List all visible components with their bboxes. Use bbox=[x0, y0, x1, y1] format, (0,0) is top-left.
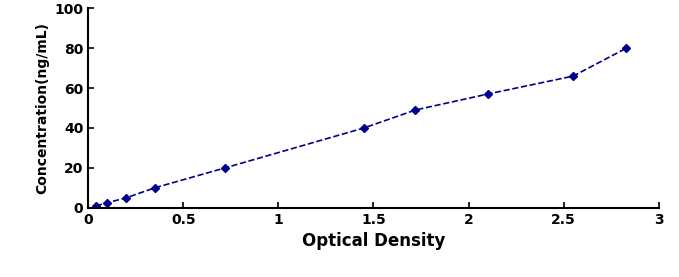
X-axis label: Optical Density: Optical Density bbox=[301, 232, 445, 250]
Y-axis label: Concentration(ng/mL): Concentration(ng/mL) bbox=[35, 22, 49, 194]
